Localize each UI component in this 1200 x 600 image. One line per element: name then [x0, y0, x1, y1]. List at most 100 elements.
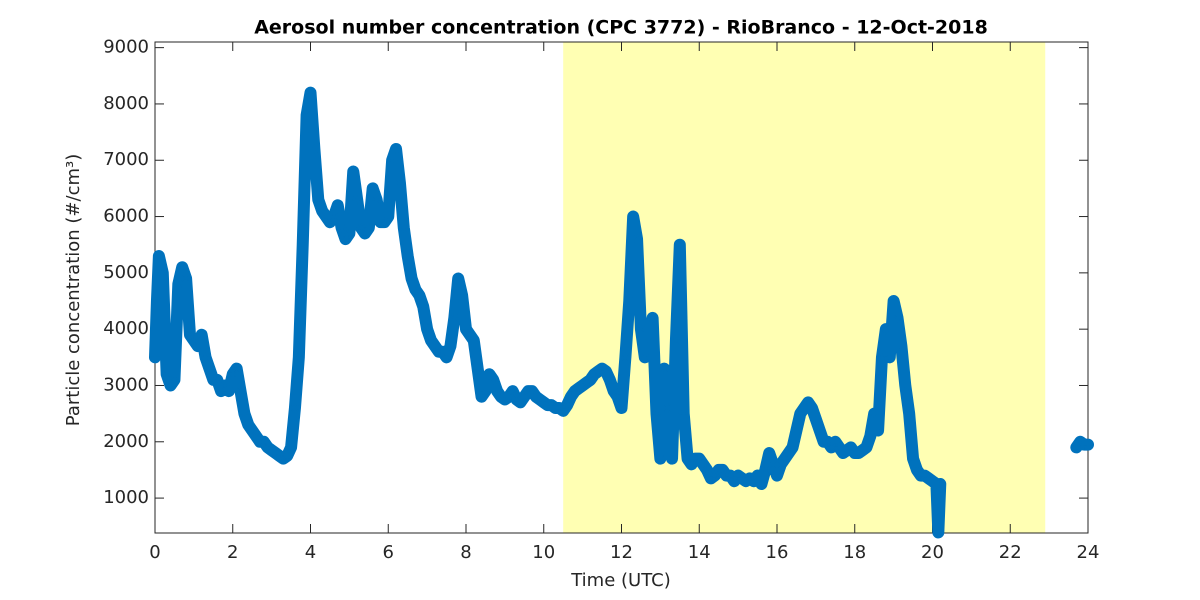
data-point [328, 211, 339, 222]
data-point [317, 205, 328, 216]
data-point [371, 194, 382, 205]
data-point [449, 312, 460, 323]
y-tick-label: 1000 [103, 487, 149, 508]
data-point [838, 448, 849, 459]
data-point [286, 442, 297, 453]
data-point [643, 335, 654, 346]
data-point [200, 352, 211, 363]
data-point [515, 397, 526, 408]
data-point [192, 341, 203, 352]
data-point [402, 250, 413, 261]
data-point [752, 470, 763, 481]
x-tick-label: 4 [305, 542, 316, 563]
data-point [620, 352, 631, 363]
data-point [266, 445, 277, 456]
data-point [305, 87, 316, 98]
data-point [426, 335, 437, 346]
y-tick-label: 9000 [103, 37, 149, 58]
data-point [472, 363, 483, 374]
data-point [495, 391, 506, 402]
data-point [161, 369, 172, 380]
data-point [791, 425, 802, 436]
data-point [150, 352, 160, 363]
data-point [772, 470, 782, 481]
data-point [826, 442, 837, 453]
data-point [663, 402, 674, 413]
data-point [499, 394, 510, 405]
data-point [830, 436, 841, 447]
data-point [927, 476, 938, 487]
data-point [779, 453, 790, 464]
data-point [511, 394, 522, 405]
data-point [608, 386, 619, 397]
data-point [332, 200, 343, 211]
data-point [647, 312, 658, 323]
data-point [546, 400, 557, 411]
data-point [573, 383, 584, 394]
data-point [624, 296, 635, 307]
chart-title: Aerosol number concentration (CPC 3772) … [254, 17, 988, 39]
data-point [651, 408, 662, 419]
data-point [911, 464, 922, 475]
data-point [359, 228, 370, 239]
data-point [814, 425, 825, 436]
data-point [744, 473, 755, 484]
data-point [581, 377, 592, 388]
data-point [678, 408, 689, 419]
data-point [177, 262, 188, 273]
data-point [569, 386, 580, 397]
data-point [348, 166, 359, 177]
x-tick-label: 10 [532, 542, 555, 563]
x-tick-label: 12 [610, 542, 633, 563]
data-point [729, 476, 740, 487]
data-point [251, 431, 262, 442]
data-point [822, 436, 833, 447]
data-point [935, 479, 946, 490]
data-point [243, 419, 254, 430]
data-point [698, 459, 709, 470]
x-tick-label: 20 [921, 542, 944, 563]
y-tick-label: 7000 [103, 149, 149, 170]
data-point [422, 324, 433, 335]
data-point [810, 414, 821, 425]
data-point [593, 366, 604, 377]
data-point [153, 250, 164, 261]
data-point [892, 312, 903, 323]
data-point [406, 273, 417, 284]
y-tick-label: 8000 [103, 93, 149, 114]
data-point [635, 324, 646, 335]
data-point [324, 217, 335, 228]
data-point [764, 448, 775, 459]
data-point [157, 267, 168, 278]
data-point [655, 453, 666, 464]
data-point [725, 470, 736, 481]
x-axis-label: Time (UTC) [570, 570, 671, 591]
data-point [223, 386, 234, 397]
data-point [235, 386, 246, 397]
data-point [1075, 436, 1086, 447]
data-point [181, 273, 192, 284]
data-point [585, 374, 596, 385]
data-point [682, 453, 693, 464]
y-tick-label: 2000 [103, 431, 149, 452]
data-point [410, 284, 421, 295]
y-axis-label: Particle concentration (#/cm³) [63, 154, 84, 426]
data-point [768, 459, 779, 470]
data-point [589, 369, 600, 380]
data-point [694, 453, 705, 464]
data-point [464, 329, 475, 340]
data-point [379, 217, 390, 228]
x-tick-label: 16 [766, 542, 789, 563]
data-point [313, 194, 324, 205]
data-point [188, 335, 199, 346]
data-point [418, 301, 429, 312]
data-point [604, 374, 615, 385]
data-point [795, 408, 806, 419]
data-point [834, 442, 845, 453]
data-point [674, 239, 685, 250]
data-point [933, 527, 944, 538]
data-point [519, 391, 530, 402]
x-tick-label: 14 [688, 542, 711, 563]
data-point [344, 228, 355, 239]
data-point [756, 479, 767, 490]
